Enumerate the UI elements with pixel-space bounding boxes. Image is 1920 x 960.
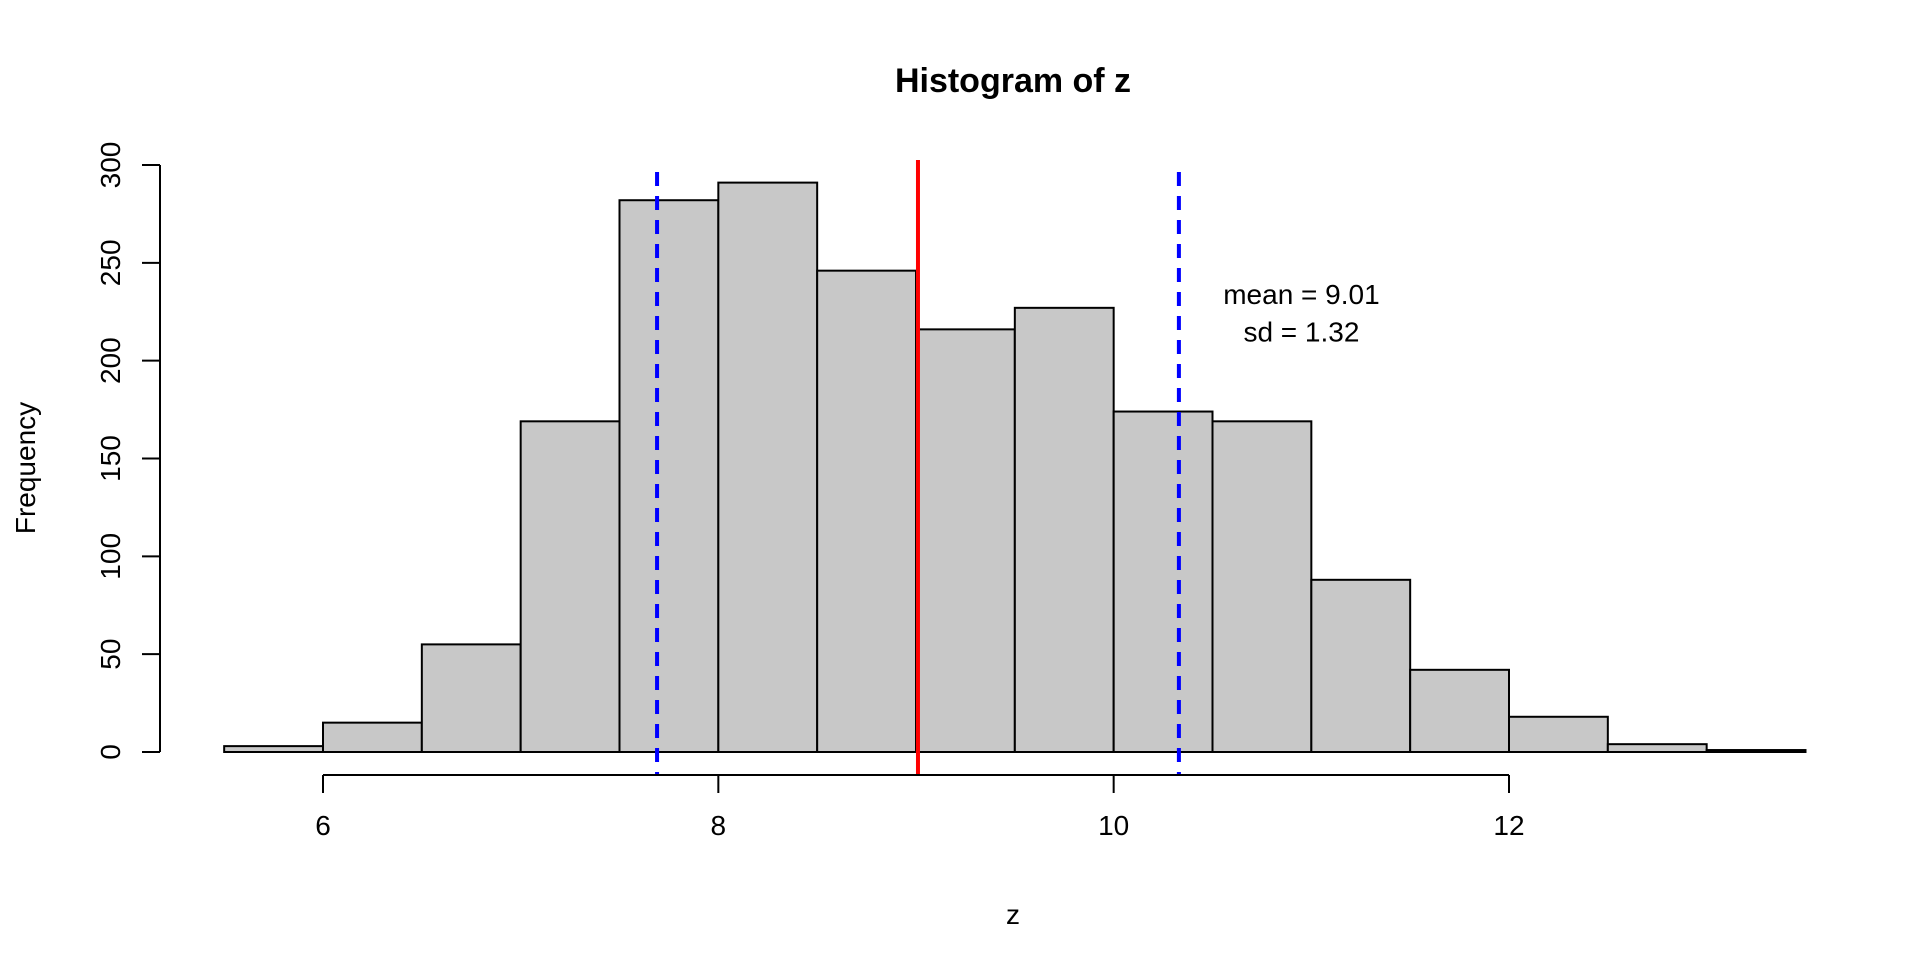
- annotations-group: mean = 9.01 sd = 1.32: [1223, 279, 1379, 347]
- y-tick-label: 250: [95, 239, 126, 286]
- histogram-bar: [915, 328, 1016, 753]
- histogram-bar: [519, 420, 621, 753]
- histogram-bar: [1409, 668, 1510, 754]
- x-tick-label: 8: [711, 810, 727, 841]
- histogram-bar: [223, 745, 325, 754]
- histogram-bar: [1606, 743, 1708, 754]
- histogram-bar: [420, 643, 522, 754]
- y-tick-label: 0: [95, 744, 126, 760]
- y-tick-label: 100: [95, 533, 126, 580]
- histogram-bar: [618, 199, 720, 754]
- histogram-bar: [717, 181, 819, 754]
- histogram-bar: [1112, 410, 1214, 753]
- x-tick-label: 10: [1098, 810, 1129, 841]
- histogram-bar: [1013, 306, 1115, 753]
- y-axis: 0 50 100 150 200 250 300: [95, 142, 161, 760]
- histogram-bar: [322, 721, 423, 754]
- bars-group: [223, 181, 1807, 754]
- y-axis-label: Frequency: [10, 402, 41, 534]
- y-tick-label: 50: [95, 639, 126, 670]
- x-tick-label: 12: [1493, 810, 1524, 841]
- histogram-bar: [1310, 578, 1412, 754]
- reference-lines-group: [655, 160, 1181, 775]
- x-tick-label: 6: [315, 810, 331, 841]
- histogram-bar: [816, 269, 918, 753]
- y-tick-label: 150: [95, 435, 126, 482]
- stat-annotation: sd = 1.32: [1243, 316, 1359, 347]
- y-tick-label: 200: [95, 337, 126, 384]
- x-axis-label: z: [1006, 899, 1020, 930]
- histogram-bar: [1508, 715, 1609, 754]
- x-axis: 6 8 10 12: [315, 774, 1525, 841]
- chart-title: Histogram of z: [895, 62, 1131, 100]
- stat-annotation: mean = 9.01: [1223, 279, 1379, 310]
- histogram-bar: [1705, 749, 1807, 754]
- y-tick-label: 300: [95, 142, 126, 189]
- histogram-bar: [1211, 420, 1313, 753]
